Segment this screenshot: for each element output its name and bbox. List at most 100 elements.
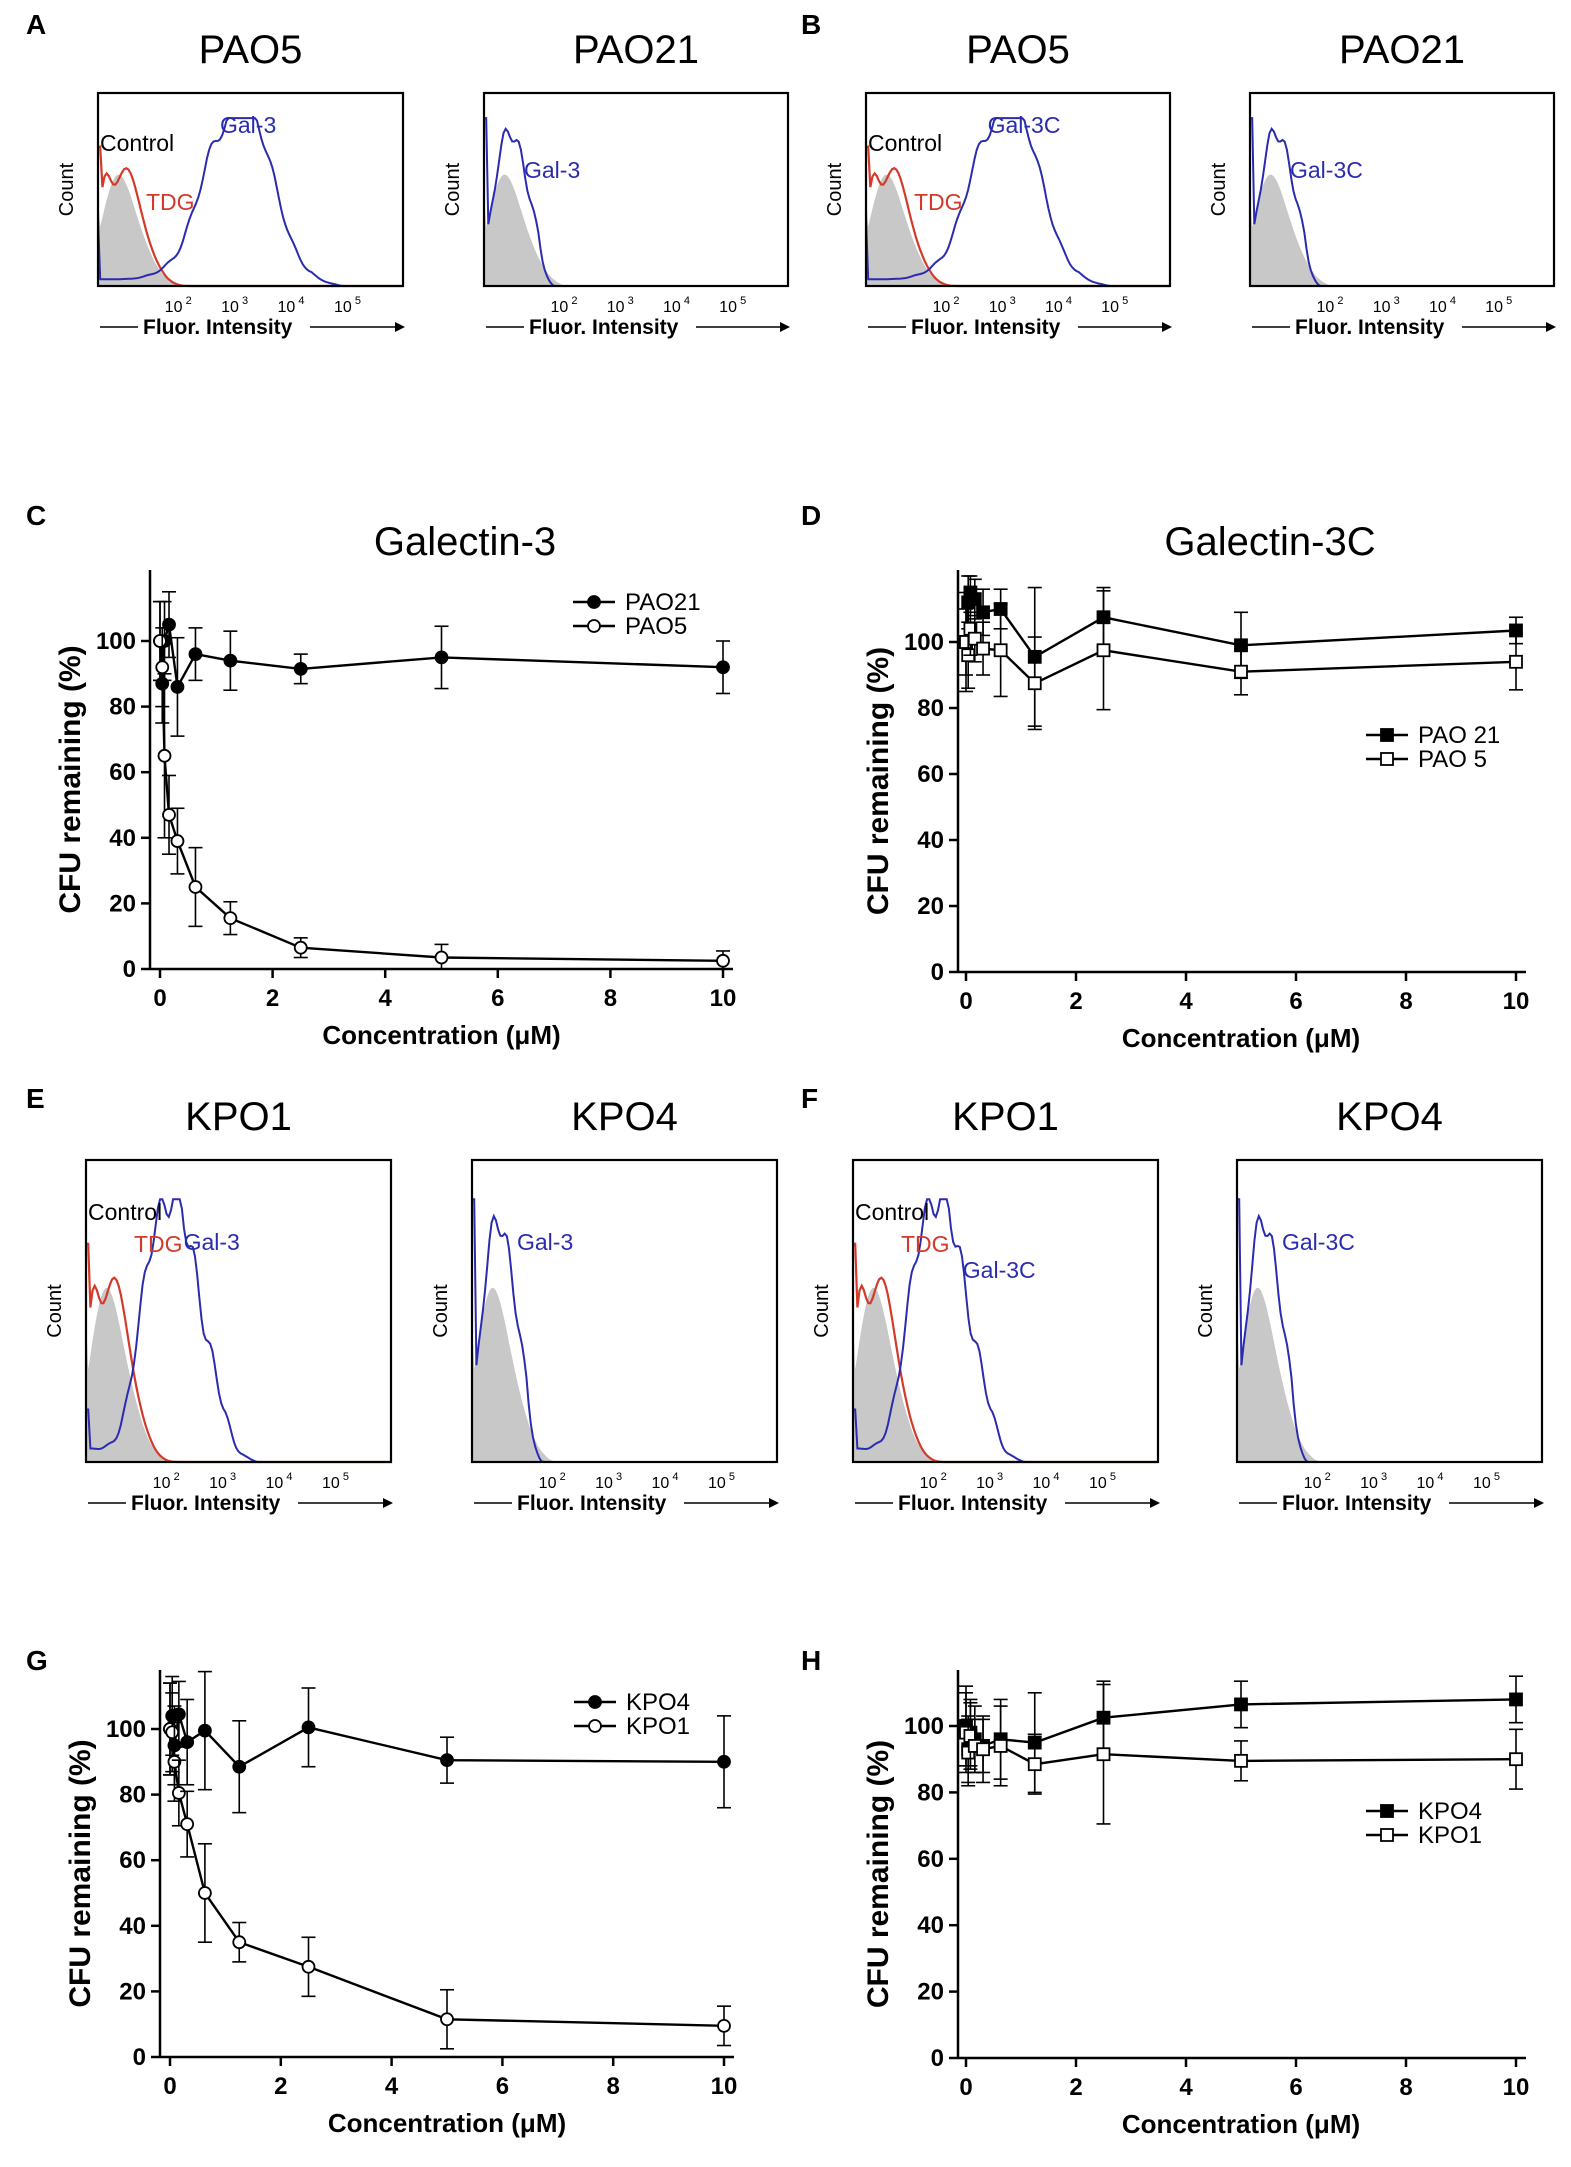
x-tick-label: 6 [491,985,504,1012]
legend-marker [588,1695,602,1709]
histogram-frame [851,1158,1160,1464]
y-tick-label: 40 [917,827,944,854]
data-point [180,1817,195,1832]
x-tick-label: 2 [1069,988,1082,1015]
data-point [188,647,203,662]
data-point [976,1742,990,1757]
gal-label: Gal-3C [1282,1229,1355,1255]
fluor-intensity-label: Fluor. Intensity [1295,316,1445,339]
y-tick-label: 0 [931,2045,944,2072]
x-tick-exponent: 5 [1494,1471,1500,1483]
x-tick-label: 4 [385,2073,399,2100]
x-tick-exponent: 4 [1437,1471,1443,1483]
y-tick-label: 40 [119,1913,146,1940]
fluor-axis-arrow [1150,1498,1160,1508]
x-tick-exponent: 5 [729,1471,735,1483]
data-point [155,660,170,675]
x-tick-label: 4 [1179,988,1193,1015]
x-tick-label: 10 [334,299,352,316]
histogram-frame [1248,91,1556,288]
data-point [1234,664,1248,679]
x-tick-exponent: 3 [616,1471,622,1483]
legend-marker [1380,1828,1394,1842]
x-tick-label: 0 [163,2073,176,2100]
x-tick-exponent: 5 [1506,295,1512,307]
data-point [162,617,176,632]
fluor-axis-arrow [1546,322,1556,332]
x-tick-label: 10 [165,299,183,316]
x-tick-label: 10 [708,1475,726,1492]
x-tick-label: 4 [1179,2074,1193,2101]
histogram-frame [864,91,1172,288]
panel-letter-b: B [801,9,821,40]
panel-letter-f: F [801,1083,818,1114]
control-label: Control [100,130,174,156]
x-tick-exponent: 4 [298,295,304,307]
data-point [232,1935,247,1950]
panel-letter-c: C [26,500,46,531]
data-point [716,953,730,968]
data-point [198,1723,212,1738]
x-tick-exponent: 2 [571,295,577,307]
histogram-title: PAO21 [573,28,699,72]
fluor-axis-arrow [1162,322,1172,332]
control-label: Control [88,1199,162,1225]
x-tick-label: 10 [1033,1475,1051,1492]
data-point [232,1759,247,1774]
histogram-title: KPO1 [952,1095,1059,1139]
x-tick-label: 6 [1289,2074,1302,2101]
x-tick-label: 10 [1429,299,1447,316]
data-point [1509,654,1523,669]
x-tick-label: 10 [663,299,681,316]
x-tick-label: 2 [266,985,279,1012]
x-tick-label: 10 [1503,2074,1530,2101]
legend-marker [587,595,601,609]
x-tick-exponent: 3 [230,1471,236,1483]
y-tick-label: 60 [917,761,944,788]
control-histogram-fill [1250,174,1554,286]
data-point [1096,1747,1111,1762]
x-tick-label: 10 [989,299,1007,316]
y-tick-label: 40 [109,825,136,852]
x-tick-label: 0 [959,988,972,1015]
count-label: Count [824,162,846,216]
gal-label: Gal-3C [988,112,1061,138]
x-tick-label: 10 [1473,1475,1491,1492]
x-tick-exponent: 3 [1010,295,1016,307]
legend-label: PAO21 [625,589,701,616]
data-point [167,1754,182,1769]
x-tick-label: 10 [976,1475,994,1492]
data-point [180,1735,195,1750]
count-label: Count [442,162,464,216]
panel-letter-g: G [26,1645,48,1676]
fluor-axis-arrow [780,322,790,332]
gal-label: Gal-3 [184,1229,240,1255]
gal-label: Gal-3 [220,112,276,138]
control-histogram-fill [98,174,403,286]
x-tick-label: 10 [652,1475,670,1492]
fluor-intensity-label: Fluor. Intensity [517,1492,667,1515]
data-point [293,661,308,676]
panel-letter-d: D [801,500,821,531]
x-tick-label: 10 [1304,1475,1322,1492]
y-tick-label: 80 [109,694,136,721]
y-tick-label: 20 [109,890,136,917]
data-point [293,940,308,955]
control-histogram-fill [1237,1287,1542,1462]
fluor-axis-arrow [383,1498,393,1508]
legend-label: KPO1 [626,1713,690,1740]
fluor-intensity-label: Fluor. Intensity [529,316,679,339]
data-point [301,1959,316,1974]
x-tick-exponent: 5 [740,295,746,307]
panel-letter-h: H [801,1645,821,1676]
x-tick-label: 10 [932,299,950,316]
legend-label: KPO4 [626,1689,690,1716]
fluor-intensity-label: Fluor. Intensity [131,1492,281,1515]
data-point [976,641,990,656]
x-tick-label: 10 [153,1475,171,1492]
x-tick-exponent: 4 [1053,1471,1059,1483]
